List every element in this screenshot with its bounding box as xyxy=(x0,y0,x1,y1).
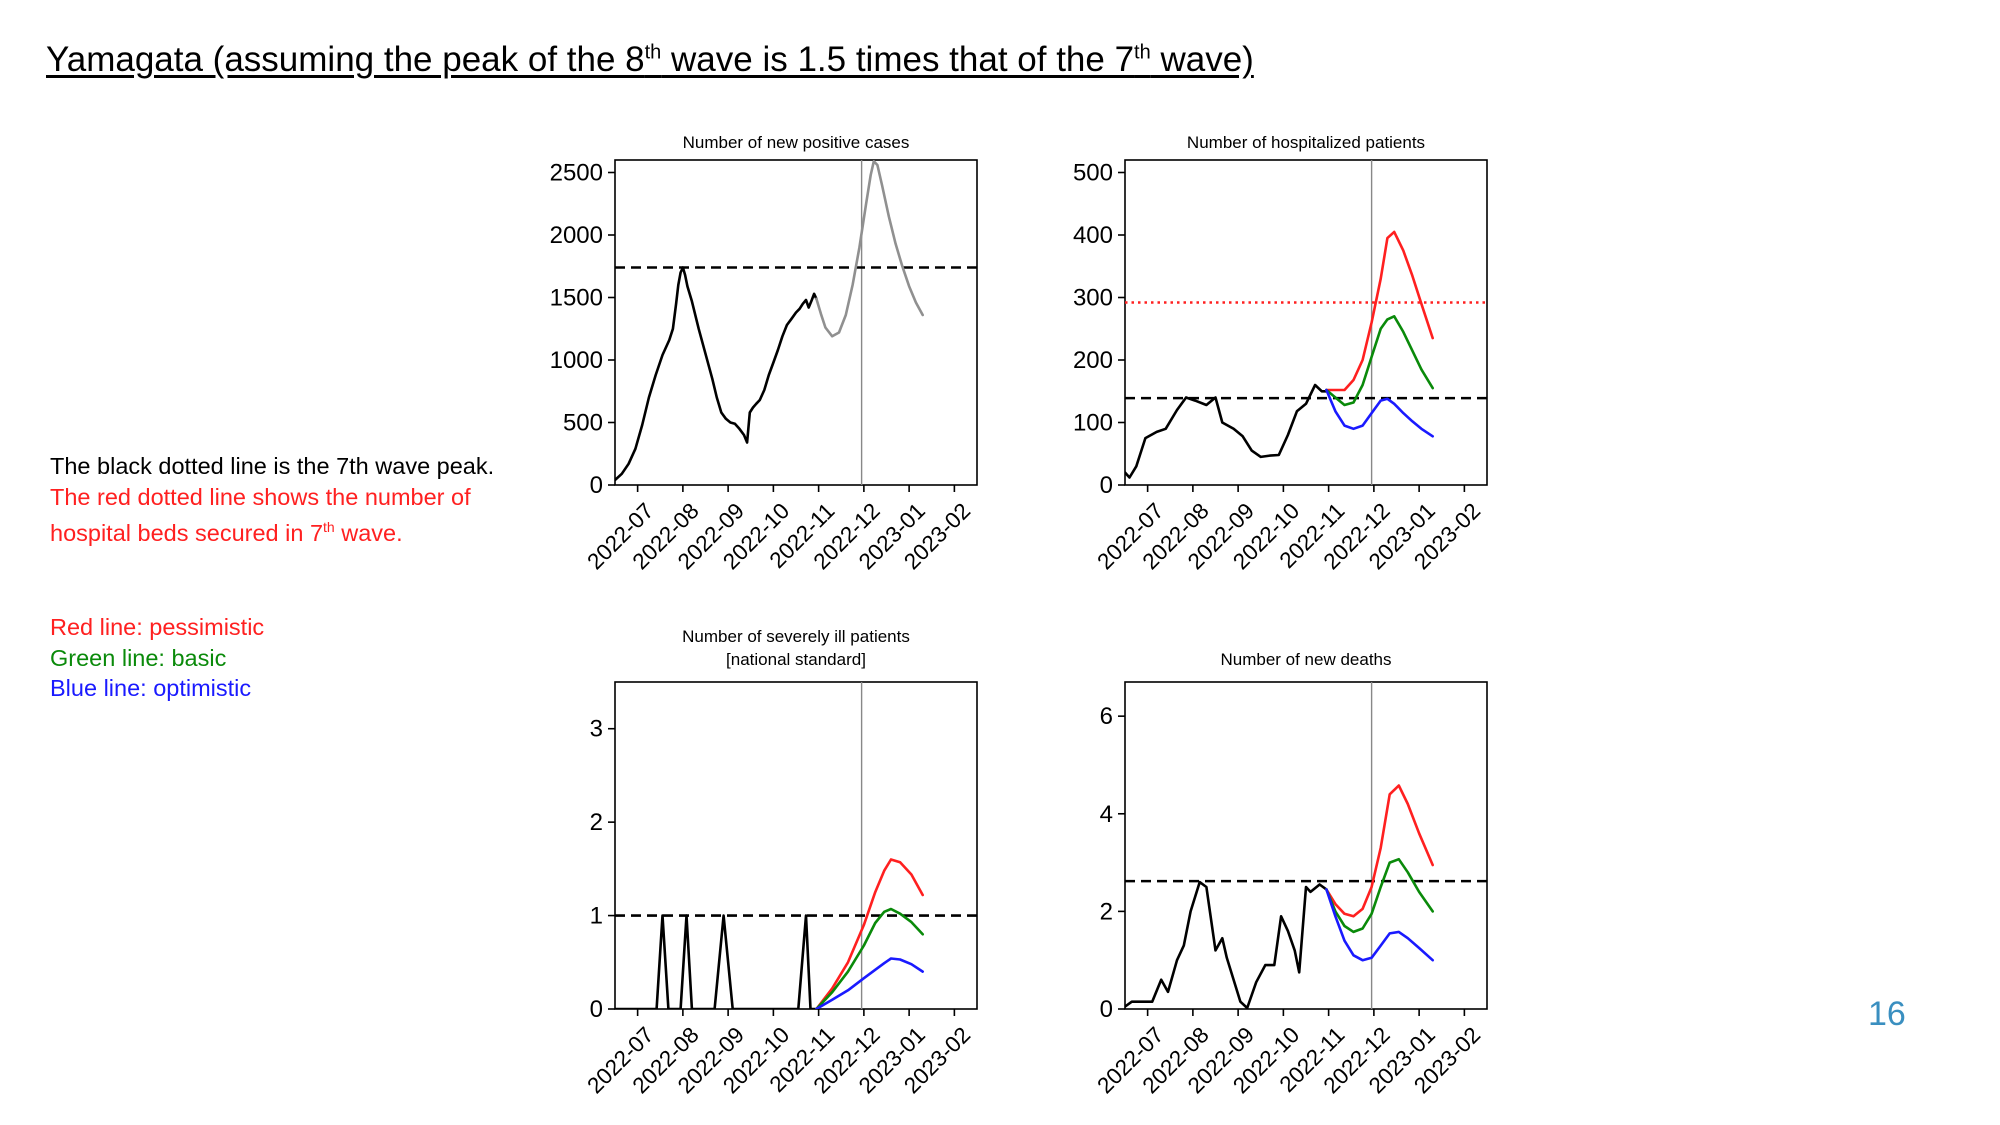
y-tick-label: 0 xyxy=(590,472,603,499)
series-basic xyxy=(815,907,924,1009)
series-pessimistic xyxy=(815,858,924,1009)
y-tick-label: 2000 xyxy=(550,222,603,249)
legend-blue-optimistic: Blue line: optimistic xyxy=(50,675,252,701)
y-tick-label: 2500 xyxy=(550,160,603,187)
dotted-line-notes: The black dotted line is the 7th wave pe… xyxy=(50,451,494,548)
chart-title-line: Number of new positive cases xyxy=(683,133,910,152)
chart-title-line: [national standard] xyxy=(726,650,866,669)
chart-hospitalized-patients: Number of hospitalized patients 0 100 200 30… xyxy=(1073,133,1488,574)
plot-frame xyxy=(614,681,978,1010)
series-optimistic xyxy=(1325,888,1434,962)
y-tick-label: 400 xyxy=(1073,222,1113,249)
series-observed xyxy=(615,266,818,482)
chart-title-line: Number of hospitalized patients xyxy=(1187,133,1425,152)
chart-new-deaths: Number of new deaths02462022-072022-0820… xyxy=(1092,650,1488,1098)
series-observed xyxy=(1125,383,1328,479)
y-tick-label: 1 xyxy=(590,903,603,930)
note-red-dotted-line: The red dotted line shows the number of xyxy=(50,483,471,510)
y-tick-label: 0 xyxy=(1100,996,1113,1023)
series-basic xyxy=(1325,857,1434,934)
y-tick-label: 0 xyxy=(1100,472,1113,499)
y-tick-label: 2 xyxy=(1100,898,1113,925)
y-tick-label: 2 xyxy=(590,809,603,836)
page-number: 16 xyxy=(1868,995,1906,1033)
legend-red-pessimistic: Red line: pessimistic xyxy=(50,614,265,640)
y-tick-label: 1000 xyxy=(550,347,603,374)
note-red-dotted-line-cont: hospital beds secured in 7th wave. xyxy=(50,519,403,546)
series-observed xyxy=(615,914,818,1009)
y-tick-label: 200 xyxy=(1073,347,1113,374)
plot-frame xyxy=(614,159,978,486)
page-title: Yamagata (assuming the peak of the 8th w… xyxy=(46,40,1254,79)
y-tick-label: 500 xyxy=(563,410,603,437)
chart-title-line: Number of new deaths xyxy=(1220,650,1391,669)
series-observed xyxy=(1125,880,1328,1009)
series-projection xyxy=(815,160,924,338)
chart-new-positive-cases: Number of new positive cases 0 500 1000 1500… xyxy=(550,133,978,574)
y-tick-label: 0 xyxy=(590,996,603,1023)
y-tick-label: 1500 xyxy=(550,285,603,312)
note-black-dotted-line: The black dotted line is the 7th wave pe… xyxy=(50,453,495,479)
scenario-legend: Red line: pessimistic Green line: basic … xyxy=(50,612,264,704)
series-pessimistic xyxy=(1325,230,1434,392)
y-tick-label: 300 xyxy=(1073,285,1113,312)
y-tick-label: 4 xyxy=(1100,801,1113,828)
legend-green-basic: Green line: basic xyxy=(50,644,227,671)
chart-severely-ill-patients: Number of severely ill patients [national… xyxy=(582,627,978,1098)
y-tick-label: 6 xyxy=(1100,703,1113,730)
chart-title-line: Number of severely ill patients xyxy=(682,627,910,646)
y-tick-label: 100 xyxy=(1073,410,1113,437)
y-tick-label: 3 xyxy=(590,716,603,743)
series-pessimistic xyxy=(1325,784,1434,918)
y-tick-label: 500 xyxy=(1073,160,1113,187)
series-optimistic xyxy=(815,957,924,1009)
series-optimistic xyxy=(1325,388,1434,438)
series-basic xyxy=(1325,315,1434,407)
